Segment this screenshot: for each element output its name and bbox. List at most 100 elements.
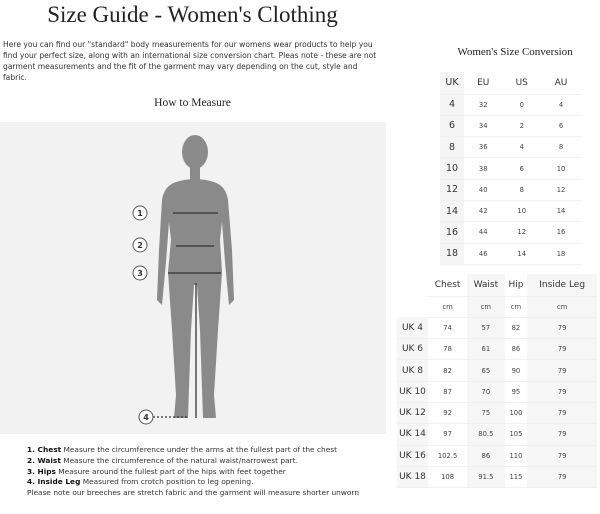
table-cell: 108 [428,466,468,489]
table-cell: 75 [467,402,505,425]
table-cell: 10 [541,157,581,180]
table-cell: 14 [502,243,542,265]
table-cell: 90 [504,359,528,382]
measurement-notes: 1. Chest Measure the circumference under… [27,445,367,499]
table-row: 10 38 6 10 [440,157,581,180]
table-cell: 46 [464,243,503,265]
table-cell: 65 [467,359,505,382]
table-cell: 79 [527,317,597,340]
note-hips: 3. Hips Measure around the fullest part … [27,466,286,476]
table-cell: 79 [527,381,597,403]
table-cell: 6 [440,115,464,138]
units-row: cm cm cm cm [397,296,597,318]
table-cell: 115 [504,466,528,489]
table-cell: UK 4 [397,317,428,340]
column-header: US [502,72,542,95]
table-cell: 18 [440,243,464,265]
table-cell: 79 [527,445,597,467]
table-cell: 14 [541,200,581,223]
table-cell: 16 [541,221,581,244]
table-cell: 2 [502,115,542,138]
table-cell: 79 [527,359,597,382]
table-cell: 57 [467,317,505,340]
how-to-measure-heading: How to Measure [154,97,231,109]
table-row: 18 46 14 18 [440,243,581,265]
svg-text:4: 4 [143,413,149,422]
marker-2: 2 [132,237,148,253]
table-cell: 100 [504,402,528,425]
svg-text:1: 1 [137,209,143,218]
table-cell: UK 18 [397,466,428,489]
table-cell: 8 [502,179,542,201]
table-cell: 82 [504,317,528,340]
size-conversion-table: UK EU US AU 4 32 0 4 6 34 2 6 8 36 4 8 10 38 6 10 12 40 8 12 14 4… [440,72,581,265]
table-cell: 61 [467,338,505,361]
table-cell: 38 [464,157,503,180]
table-cell: 8 [440,136,464,159]
table-cell: 97 [428,423,468,446]
marker-1: 1 [132,205,148,221]
table-cell: 80.5 [467,423,505,446]
table-cell: 79 [527,402,597,425]
table-cell: 4 [502,136,542,159]
table-cell: 105 [504,423,528,446]
table-cell: 87 [428,381,468,403]
table-cell: UK 16 [397,445,428,467]
table-cell: 79 [527,466,597,489]
table-header-row: Chest Waist Hip Inside Leg [397,274,597,297]
conversion-title: Women's Size Conversion [457,46,573,58]
marker-4: 4 [138,409,154,425]
body-silhouette-illustration: 1 2 3 4 [132,135,234,425]
table-row: UK 10 87 70 95 79 [397,381,597,403]
table-cell: 40 [464,179,503,201]
unit-cell: cm [467,296,505,318]
column-header: Chest [428,274,468,297]
table-cell: 44 [464,221,503,244]
column-header: Inside Leg [527,274,597,297]
table-cell: 78 [428,338,468,361]
table-row: UK 12 92 75 100 79 [397,402,597,425]
unit-cell [397,296,428,318]
table-cell: UK 8 [397,359,428,382]
column-header [397,274,428,296]
table-cell: 91.5 [467,466,505,489]
note-chest: 1. Chest Measure the circumference under… [27,445,337,454]
table-cell: 6 [502,157,542,180]
table-cell: 86 [467,445,505,467]
table-cell: UK 6 [397,338,428,361]
table-cell: 14 [440,200,464,223]
note-waist: 2. Waist Measure the circumference of th… [27,455,298,465]
table-cell: 8 [541,136,581,159]
table-cell: 12 [440,179,464,201]
table-row: 4 32 0 4 [440,94,581,116]
column-header: EU [464,72,503,95]
table-cell: 79 [527,338,597,361]
marker-3: 3 [132,265,148,281]
table-header-row: UK EU US AU [440,72,581,95]
page-title: Size Guide - Women's Clothing [47,2,338,27]
table-row: UK 6 78 61 86 79 [397,338,597,361]
table-cell: 36 [464,136,503,159]
table-cell: 10 [440,157,464,180]
column-header: Hip [504,274,528,297]
table-cell: 95 [504,381,528,403]
note-footer: Please note our breeches are stretch fab… [27,488,360,498]
table-cell: 0 [502,94,542,116]
table-row: UK 4 74 57 82 79 [397,317,597,340]
column-header: AU [541,72,581,95]
table-cell: 70 [467,381,505,403]
table-cell: 32 [464,94,503,116]
table-cell: 16 [440,221,464,244]
table-cell: 86 [504,338,528,361]
table-row: 12 40 8 12 [440,179,581,201]
table-cell: UK 10 [397,381,428,403]
table-row: 14 42 10 14 [440,200,581,223]
table-cell: 12 [541,179,581,201]
column-header: UK [440,72,464,95]
intro-text: Here you can find our "standard" body me… [3,40,377,82]
table-cell: 10 [502,200,542,223]
table-cell: 6 [541,115,581,138]
column-header: Waist [467,274,505,297]
table-row: UK 18 108 91.5 115 79 [397,466,597,489]
table-cell: 34 [464,115,503,138]
